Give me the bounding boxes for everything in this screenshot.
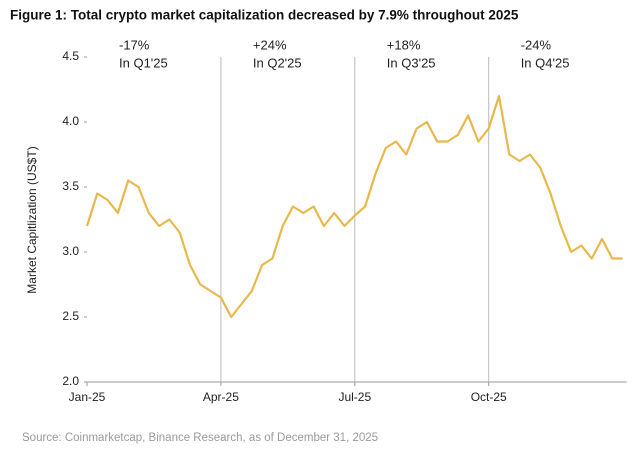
annotation-change: +24% [253,37,287,52]
annotation-period: In Q4'25 [521,55,570,70]
y-tick-label: 3.0 [62,244,79,258]
x-tick-label: Jul-25 [338,390,371,404]
annotation-period: In Q1'25 [119,55,168,70]
x-tick-label: Jan-25 [69,390,106,404]
y-tick-label: 2.5 [62,309,79,323]
y-tick-label: 3.5 [62,179,79,193]
x-tick-label: Oct-25 [471,390,507,404]
price-line [85,94,623,319]
annotation-change: +18% [387,37,421,52]
y-tick-label: 4.0 [62,114,79,128]
chart-title: Figure 1: Total crypto market capitaliza… [10,8,519,23]
annotation-change: -17% [119,37,150,52]
y-tick-label: 4.5 [62,49,79,63]
annotation-change: -24% [521,37,552,52]
annotation-period: In Q3'25 [387,55,436,70]
source: Source: Coinmarketcap, Binance Research,… [22,432,378,444]
y-tick-label: 2.0 [62,374,79,388]
x-tick-label: Apr-25 [203,390,239,404]
annotation-period: In Q2'25 [253,55,302,70]
y-axis-label: Market Capitlization (US$T) [25,146,39,293]
